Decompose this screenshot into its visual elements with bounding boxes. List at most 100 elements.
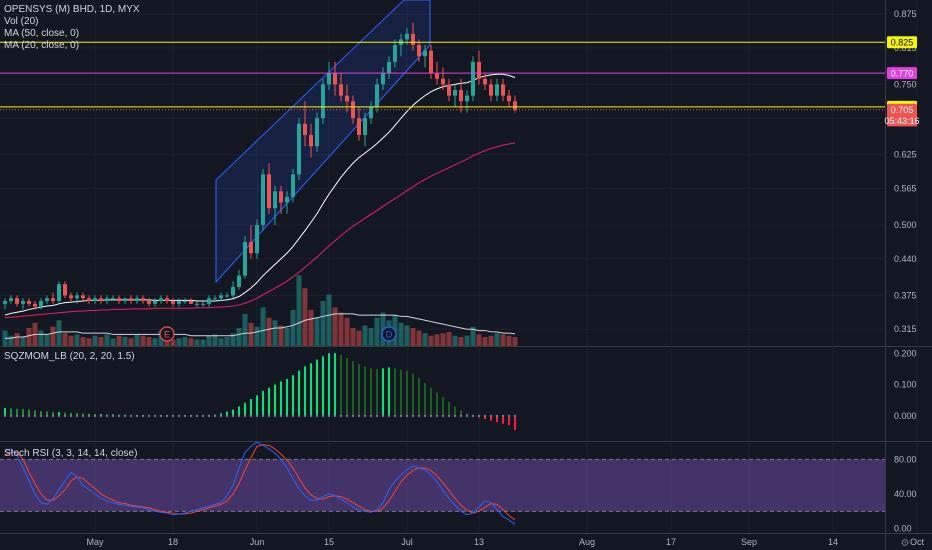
squeeze-dot bbox=[405, 414, 409, 418]
squeeze-bar bbox=[262, 390, 264, 416]
stoch-legend[interactable]: Stoch RSI (3, 3, 14, 14, close) bbox=[4, 448, 138, 459]
candle-body bbox=[183, 300, 187, 302]
squeeze-dot bbox=[45, 414, 49, 418]
volume-bar bbox=[104, 334, 110, 346]
candle-body bbox=[231, 286, 235, 296]
candle-body bbox=[255, 225, 259, 254]
ma20-legend[interactable]: MA (20, close, 0) bbox=[4, 40, 80, 51]
time-tick-label: 14 bbox=[828, 537, 838, 547]
candle bbox=[153, 298, 157, 307]
squeeze-dot bbox=[339, 414, 343, 418]
candle-body bbox=[483, 78, 487, 85]
squeeze-dot bbox=[213, 414, 217, 418]
candle-body bbox=[75, 295, 79, 299]
volume-bar bbox=[398, 322, 404, 346]
squeeze-dot bbox=[105, 414, 109, 418]
candle bbox=[225, 292, 229, 299]
squeeze-dot bbox=[123, 414, 127, 418]
volume-bar bbox=[230, 333, 236, 346]
volume-bar bbox=[200, 339, 206, 346]
volume-bar bbox=[464, 335, 470, 346]
squeeze-bar bbox=[58, 412, 60, 416]
volume-bar bbox=[494, 333, 500, 346]
stoch-d-line bbox=[4, 444, 516, 521]
squeeze-bar bbox=[226, 411, 228, 416]
volume-bar bbox=[212, 334, 218, 346]
candle-body bbox=[297, 123, 301, 175]
squeeze-bar bbox=[64, 412, 66, 416]
squeeze-bar bbox=[514, 415, 516, 431]
time-tick-label: Jun bbox=[250, 537, 265, 547]
candle-body bbox=[447, 84, 451, 96]
volume-bar bbox=[146, 337, 152, 346]
candle bbox=[177, 298, 181, 307]
candle bbox=[243, 236, 247, 279]
event-marker-e: E bbox=[159, 326, 175, 342]
candle bbox=[3, 298, 7, 310]
squeeze-bar bbox=[10, 408, 12, 416]
squeeze-dot bbox=[3, 414, 7, 418]
volume-bar bbox=[116, 335, 122, 346]
squeeze-bar bbox=[484, 415, 486, 420]
time-tick-label: 13 bbox=[474, 537, 484, 547]
candle bbox=[285, 191, 289, 214]
squeeze-dot bbox=[225, 414, 229, 418]
squeeze-bar bbox=[328, 353, 330, 416]
symbol-title[interactable]: OPENSYS (M) BHD, 1D, MYX bbox=[4, 4, 140, 15]
sqz-tick-label: 0.000 bbox=[894, 411, 917, 421]
candle bbox=[75, 292, 79, 304]
settings-icon[interactable]: ⚙ bbox=[901, 538, 910, 549]
squeeze-bar bbox=[376, 368, 378, 416]
sqz-legend[interactable]: SQZMOM_LB (20, 2, 20, 1.5) bbox=[4, 351, 135, 362]
squeeze-bar bbox=[394, 368, 396, 416]
candle bbox=[219, 292, 223, 301]
candle-body bbox=[363, 118, 367, 136]
squeeze-dot bbox=[141, 414, 145, 418]
candle-body bbox=[9, 298, 13, 301]
candle-body bbox=[345, 95, 349, 102]
volume-bar bbox=[140, 335, 146, 346]
price-tag-bg bbox=[887, 67, 917, 80]
volume-bar bbox=[440, 333, 446, 346]
candle bbox=[483, 73, 487, 91]
candle bbox=[273, 185, 277, 226]
candle bbox=[183, 298, 187, 304]
squeeze-dot bbox=[327, 414, 331, 418]
volume-bar bbox=[326, 294, 332, 346]
volume-bar bbox=[242, 313, 248, 346]
vol-legend[interactable]: Vol (20) bbox=[4, 16, 39, 27]
squeeze-dot bbox=[189, 414, 193, 418]
volume-bar bbox=[320, 301, 326, 346]
squeeze-bar bbox=[382, 368, 384, 416]
marker-label: E bbox=[164, 330, 170, 340]
candle-body bbox=[339, 84, 343, 96]
candle bbox=[447, 78, 451, 102]
candle bbox=[117, 295, 121, 304]
volume-bar bbox=[458, 337, 464, 346]
candle bbox=[231, 281, 235, 299]
squeeze-dot bbox=[249, 414, 253, 418]
squeeze-bar bbox=[388, 367, 390, 416]
volume-bar bbox=[290, 310, 296, 346]
candle bbox=[507, 90, 511, 107]
squeeze-dot bbox=[255, 414, 259, 418]
squeeze-bar bbox=[16, 408, 18, 416]
candle bbox=[201, 300, 205, 307]
ma50-legend[interactable]: MA (50, close, 0) bbox=[4, 28, 80, 39]
squeeze-bar bbox=[292, 375, 294, 416]
volume-bar bbox=[170, 339, 176, 346]
candle bbox=[381, 67, 385, 91]
squeeze-dot bbox=[33, 414, 37, 418]
volume-bar bbox=[134, 334, 140, 346]
squeeze-bar bbox=[46, 411, 48, 416]
volume-bar bbox=[236, 328, 242, 346]
squeeze-bar bbox=[466, 413, 468, 416]
squeeze-dot bbox=[291, 414, 295, 418]
volume-bar bbox=[452, 335, 458, 346]
candle-body bbox=[423, 50, 427, 57]
squeeze-dot bbox=[303, 414, 307, 418]
volume-bar bbox=[92, 335, 98, 346]
squeeze-dot bbox=[81, 414, 85, 418]
